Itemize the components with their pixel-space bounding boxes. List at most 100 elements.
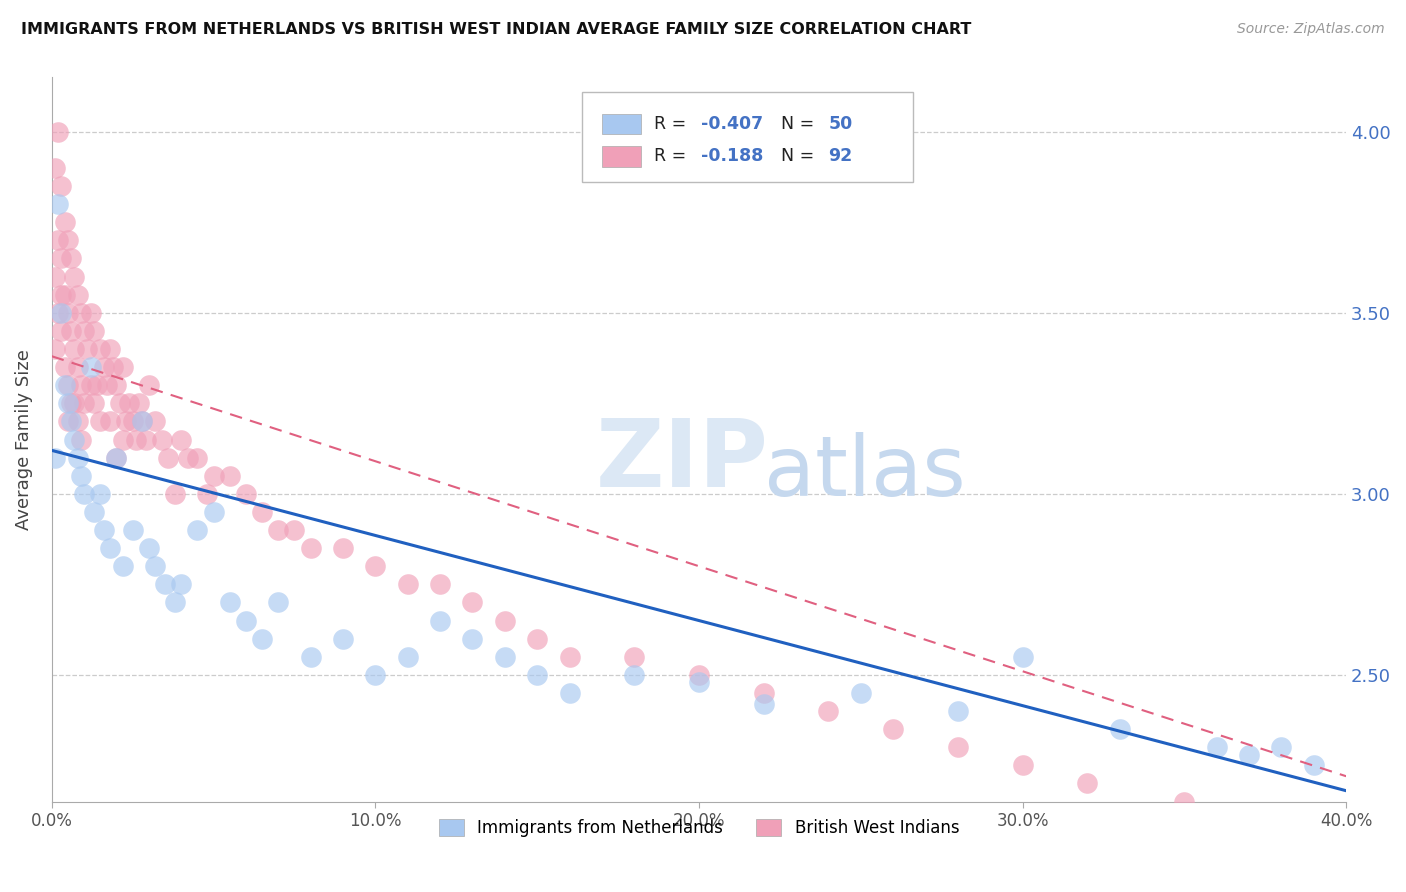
Point: [688, 668, 710, 682]
Point: [235, 614, 257, 628]
Point: [60, 324, 83, 338]
Point: [163, 595, 186, 609]
Text: R =: R =: [654, 115, 692, 133]
Text: Source: ZipAtlas.com: Source: ZipAtlas.com: [1237, 22, 1385, 37]
Point: [176, 450, 198, 465]
Point: [526, 668, 548, 682]
Point: [170, 433, 193, 447]
Point: [83, 396, 105, 410]
Bar: [602, 146, 641, 167]
Point: [332, 632, 354, 646]
Point: [1302, 758, 1324, 772]
Point: [752, 686, 775, 700]
Point: [429, 614, 451, 628]
Point: [125, 433, 148, 447]
Point: [299, 649, 322, 664]
Text: 50: 50: [828, 115, 852, 133]
Point: [1173, 795, 1195, 809]
Point: [195, 487, 218, 501]
Text: R =: R =: [654, 147, 692, 165]
Point: [946, 704, 969, 718]
Point: [429, 577, 451, 591]
Point: [131, 414, 153, 428]
Point: [73, 396, 96, 410]
Bar: [602, 113, 641, 134]
Point: [138, 378, 160, 392]
Text: -0.188: -0.188: [695, 147, 763, 165]
Point: [364, 559, 387, 574]
Point: [53, 360, 76, 375]
Point: [66, 360, 89, 375]
Point: [56, 233, 79, 247]
Point: [186, 523, 208, 537]
Point: [105, 450, 128, 465]
Point: [111, 559, 134, 574]
Point: [163, 487, 186, 501]
Point: [882, 722, 904, 736]
Point: [138, 541, 160, 555]
Point: [118, 396, 141, 410]
Point: [46, 233, 69, 247]
Text: ZIP: ZIP: [595, 416, 768, 508]
Point: [250, 505, 273, 519]
Point: [79, 378, 101, 392]
Point: [1011, 758, 1033, 772]
Point: [53, 215, 76, 229]
Point: [299, 541, 322, 555]
Point: [1205, 740, 1227, 755]
Point: [558, 649, 581, 664]
Point: [51, 287, 73, 301]
Point: [202, 505, 225, 519]
Point: [526, 632, 548, 646]
Text: N =: N =: [770, 147, 820, 165]
Point: [1076, 776, 1098, 790]
Point: [752, 697, 775, 711]
Point: [111, 360, 134, 375]
Point: [946, 740, 969, 755]
Point: [63, 269, 86, 284]
Point: [83, 505, 105, 519]
Point: [623, 668, 645, 682]
Point: [56, 306, 79, 320]
Point: [1108, 722, 1130, 736]
Point: [111, 433, 134, 447]
Point: [44, 269, 66, 284]
Point: [283, 523, 305, 537]
Point: [51, 179, 73, 194]
Point: [53, 378, 76, 392]
Point: [89, 487, 111, 501]
Point: [44, 450, 66, 465]
Point: [396, 649, 419, 664]
Point: [494, 649, 516, 664]
Point: [51, 306, 73, 320]
Point: [98, 342, 121, 356]
Point: [235, 487, 257, 501]
Point: [89, 414, 111, 428]
Point: [70, 468, 93, 483]
Point: [70, 378, 93, 392]
Point: [1270, 813, 1292, 827]
Text: -0.407: -0.407: [695, 115, 763, 133]
Point: [89, 342, 111, 356]
Point: [93, 360, 115, 375]
Point: [849, 686, 872, 700]
FancyBboxPatch shape: [582, 92, 912, 183]
Point: [150, 433, 173, 447]
Point: [76, 342, 98, 356]
Point: [153, 577, 176, 591]
Point: [332, 541, 354, 555]
Point: [98, 541, 121, 555]
Point: [86, 378, 108, 392]
Point: [56, 396, 79, 410]
Point: [83, 324, 105, 338]
Point: [267, 523, 290, 537]
Text: atlas: atlas: [763, 432, 966, 513]
Point: [494, 614, 516, 628]
Point: [135, 433, 157, 447]
Point: [1011, 649, 1033, 664]
Text: N =: N =: [770, 115, 820, 133]
Point: [56, 414, 79, 428]
Point: [128, 396, 150, 410]
Point: [53, 287, 76, 301]
Point: [170, 577, 193, 591]
